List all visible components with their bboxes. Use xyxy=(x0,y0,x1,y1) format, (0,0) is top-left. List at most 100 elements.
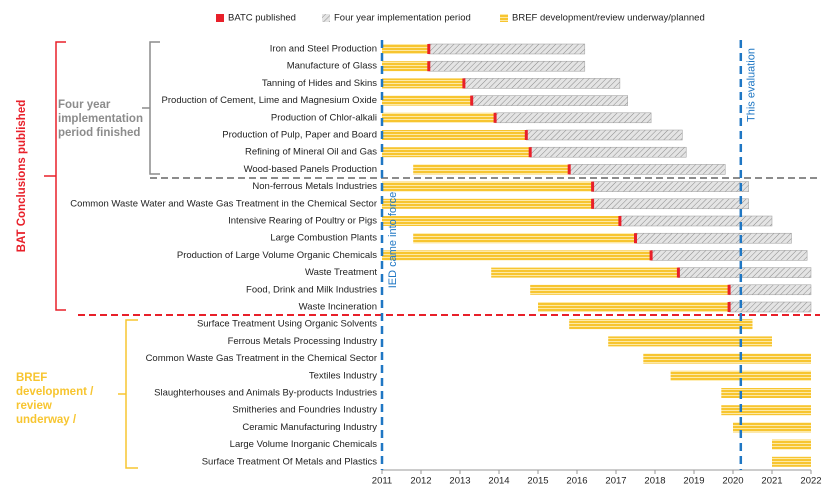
row-label: Production of Large Volume Organic Chemi… xyxy=(177,250,377,261)
bref-bar xyxy=(382,61,429,72)
row-label: Waste Treatment xyxy=(305,267,377,278)
batc-marker xyxy=(634,233,637,244)
row-label: Common Waste Gas Treatment in the Chemic… xyxy=(146,353,377,364)
bref-bar xyxy=(569,319,753,330)
batc-marker xyxy=(618,216,622,226)
row-label: Wood-based Panels Production xyxy=(244,164,377,175)
implementation-bar xyxy=(428,43,586,55)
row-label: Intensive Rearing of Poultry or Pigs xyxy=(228,216,377,227)
bref-bar xyxy=(413,164,570,175)
x-tick-label: 2020 xyxy=(722,476,743,485)
implementation-bar xyxy=(463,78,621,89)
batc-marker xyxy=(427,44,431,54)
group-label: BREF xyxy=(16,372,47,384)
group-label: review xyxy=(16,400,52,412)
implementation-bar xyxy=(428,60,586,72)
legend-label: BATC published xyxy=(228,13,296,24)
group-bracket xyxy=(142,41,160,175)
row-label: Large Volume Inorganic Chemicals xyxy=(230,439,378,450)
batc-marker xyxy=(591,181,595,192)
legend-swatch xyxy=(322,14,330,22)
bref-bar xyxy=(382,250,652,261)
bref-bar xyxy=(382,198,593,209)
reference-label: IED came into force xyxy=(387,192,399,289)
row-label: Slaughterhouses and Animals By-products … xyxy=(154,388,377,399)
row-label: Iron and Steel Production xyxy=(270,44,377,55)
row-label: Ceramic Manufacturing Industry xyxy=(242,422,377,433)
group-bracket xyxy=(44,41,66,311)
bref-bar xyxy=(382,44,429,54)
bref-bar xyxy=(721,405,811,416)
bref-bar xyxy=(772,456,811,467)
row-label: Manufacture of Glass xyxy=(287,61,378,72)
group-label: development / xyxy=(16,386,94,398)
bref-bar xyxy=(382,95,472,106)
row-label: Non-ferrous Metals Industries xyxy=(252,181,377,192)
group-label: underway / xyxy=(16,414,77,426)
row-label: Production of Chlor-alkali xyxy=(271,112,377,123)
bref-bar xyxy=(382,216,620,226)
bref-bar xyxy=(643,353,811,364)
batc-marker xyxy=(567,164,571,175)
group-label: implementation xyxy=(58,113,143,125)
batc-marker xyxy=(427,61,431,72)
batc-marker xyxy=(462,78,466,89)
implementation-bar xyxy=(650,250,808,261)
bref-bar xyxy=(382,147,531,158)
group-label: Four year xyxy=(58,99,111,111)
row-label: Ferrous Metals Processing Industry xyxy=(228,336,378,347)
bref-bar xyxy=(382,181,593,192)
row-label: Surface Treatment Using Organic Solvents xyxy=(197,319,377,330)
row-label: Production of Pulp, Paper and Board xyxy=(222,130,377,141)
implementation-bar xyxy=(619,215,773,227)
row-label: Surface Treatment Of Metals and Plastics xyxy=(202,456,378,467)
bref-bar xyxy=(772,439,811,450)
x-tick-label: 2014 xyxy=(488,476,509,485)
legend-swatch xyxy=(216,14,224,22)
batc-marker xyxy=(493,112,497,123)
bref-bar xyxy=(382,112,496,123)
bref-bar xyxy=(733,422,811,433)
row-label: Production of Cement, Lime and Magnesium… xyxy=(162,95,377,106)
batc-marker xyxy=(528,147,532,158)
batc-marker xyxy=(676,267,680,278)
batc-marker xyxy=(524,130,528,140)
row-label: Common Waste Water and Waste Gas Treatme… xyxy=(70,198,377,209)
implementation-bar xyxy=(529,146,687,158)
batc-marker xyxy=(649,250,653,261)
legend-swatch xyxy=(500,14,508,22)
bref-bar xyxy=(608,336,772,347)
batc-marker xyxy=(727,284,731,295)
group-label: BAT Conclusions published xyxy=(16,100,28,252)
implementation-bar xyxy=(592,181,749,192)
x-tick-label: 2018 xyxy=(644,476,665,485)
group-label: period finished xyxy=(58,127,140,139)
legend-label: Four year implementation period xyxy=(334,13,471,24)
row-label: Tanning of Hides and Skins xyxy=(262,78,377,89)
x-tick-label: 2017 xyxy=(605,476,626,485)
implementation-bar xyxy=(526,129,683,141)
batc-marker xyxy=(727,302,731,312)
x-tick-label: 2016 xyxy=(566,476,587,485)
legend-label: BREF development/review underway/planned xyxy=(512,13,705,24)
x-tick-label: 2019 xyxy=(683,476,704,485)
x-tick-label: 2012 xyxy=(410,476,431,485)
row-label: Large Combustion Plants xyxy=(270,233,377,244)
x-tick-label: 2015 xyxy=(527,476,548,485)
x-tick-label: 2021 xyxy=(761,476,782,485)
bref-bar xyxy=(382,78,464,89)
x-tick-label: 2011 xyxy=(372,476,392,485)
bref-bar xyxy=(413,233,636,244)
group-bracket xyxy=(118,319,138,469)
bref-bar xyxy=(382,130,527,140)
implementation-bar xyxy=(635,232,792,244)
row-label: Textiles Industry xyxy=(309,370,377,381)
row-label: Smitheries and Foundries Industry xyxy=(232,405,377,416)
implementation-bar xyxy=(592,198,749,210)
batc-marker xyxy=(591,198,595,209)
implementation-bar xyxy=(568,164,726,175)
batc-marker xyxy=(470,95,474,106)
row-label: Refining of Mineral Oil and Gas xyxy=(245,147,377,158)
implementation-bar xyxy=(494,112,652,124)
